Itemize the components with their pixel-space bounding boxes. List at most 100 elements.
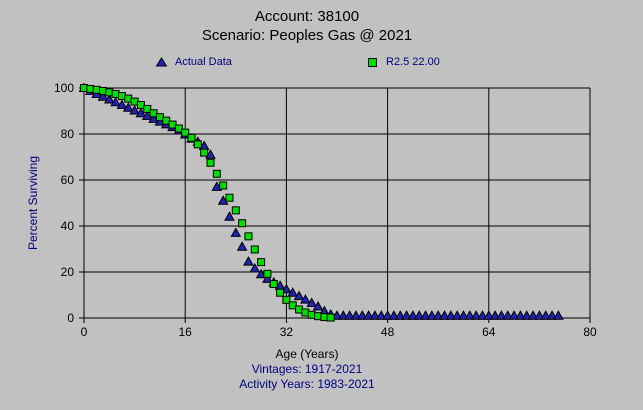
x-tick-label: 48 bbox=[380, 325, 395, 339]
curve-point bbox=[181, 128, 190, 137]
curve-point bbox=[187, 133, 196, 142]
y-tick-label: 0 bbox=[67, 311, 74, 325]
actual-data-point bbox=[521, 310, 533, 320]
actual-data-point bbox=[534, 310, 545, 320]
actual-data-point bbox=[413, 310, 425, 320]
legend-entry-r25: R2.5 22.00 bbox=[367, 56, 440, 68]
x-tick-label: 32 bbox=[279, 325, 294, 339]
legend-label-actual-data: Actual Data bbox=[175, 56, 232, 68]
y-tick-label: 100 bbox=[53, 81, 74, 95]
curve-point bbox=[193, 140, 202, 149]
actual-data-point bbox=[97, 91, 109, 101]
actual-data-point bbox=[287, 287, 299, 297]
actual-data-point bbox=[122, 102, 134, 112]
curve-point bbox=[276, 288, 285, 297]
actual-data-point bbox=[369, 310, 381, 320]
y-tick-label: 40 bbox=[60, 219, 74, 233]
actual-data-point bbox=[236, 241, 248, 251]
actual-data-point bbox=[249, 263, 261, 273]
actual-data-point bbox=[432, 310, 444, 320]
actual-data-point bbox=[445, 310, 457, 320]
actual-data-point bbox=[515, 310, 526, 320]
curve-point bbox=[244, 232, 253, 241]
actual-data-point bbox=[230, 227, 242, 237]
actual-data-point bbox=[255, 268, 267, 279]
actual-data-point bbox=[420, 310, 431, 320]
actual-data-point bbox=[489, 310, 501, 320]
curve-point bbox=[250, 245, 259, 254]
legend-entry-actual-data: Actual Data bbox=[156, 56, 232, 68]
actual-data-point bbox=[148, 113, 159, 123]
actual-data-point bbox=[116, 99, 128, 110]
actual-data-point bbox=[356, 310, 368, 320]
actual-data-point bbox=[546, 310, 558, 320]
y-tick-label: 20 bbox=[60, 265, 74, 279]
actual-data-point bbox=[527, 310, 539, 320]
actual-data-point bbox=[477, 310, 488, 320]
actual-data-point bbox=[464, 310, 476, 320]
curve-point bbox=[326, 313, 335, 322]
curve-point bbox=[269, 279, 278, 288]
chart-title-scenario: Scenario: Peoples Gas @ 2021 bbox=[201, 27, 413, 44]
vintages-label: Vintages: 1917-2021 bbox=[251, 362, 363, 376]
actual-data-point bbox=[331, 310, 343, 320]
curve-point bbox=[231, 206, 240, 215]
x-axis-title: Age (Years) bbox=[275, 347, 339, 361]
actual-data-point bbox=[382, 310, 393, 320]
actual-data-point bbox=[300, 294, 311, 304]
legend-triangle-shape bbox=[156, 57, 167, 67]
actual-data-point bbox=[293, 290, 305, 301]
actual-data-point bbox=[129, 105, 140, 115]
actual-data-point bbox=[306, 297, 318, 308]
actual-data-point bbox=[388, 310, 400, 320]
curve-point bbox=[288, 301, 297, 310]
x-tick-label: 64 bbox=[482, 325, 496, 339]
actual-data-point bbox=[217, 195, 229, 205]
actual-data-point bbox=[553, 310, 564, 320]
actual-data-point bbox=[363, 310, 374, 320]
actual-data-point bbox=[205, 149, 216, 159]
actual-data-point bbox=[502, 310, 514, 320]
x-tick-label: 16 bbox=[178, 325, 192, 339]
curve-point bbox=[257, 258, 266, 267]
actual-data-point bbox=[451, 310, 463, 320]
actual-data-point bbox=[375, 310, 387, 320]
actual-data-point bbox=[394, 310, 406, 320]
actual-data-point bbox=[426, 310, 438, 320]
actual-data-point bbox=[540, 310, 552, 320]
curve-point bbox=[200, 148, 209, 157]
actual-data-point bbox=[407, 310, 419, 320]
y-tick-label: 60 bbox=[60, 173, 74, 187]
actual-data-point bbox=[224, 211, 235, 221]
activity-years-label: Activity Years: 1983-2021 bbox=[239, 377, 375, 391]
legend-square-shape bbox=[368, 58, 377, 67]
curve-point bbox=[263, 269, 272, 278]
actual-data-point bbox=[141, 110, 153, 121]
actual-data-point bbox=[458, 310, 469, 320]
actual-data-point bbox=[401, 310, 412, 320]
actual-data-point bbox=[281, 283, 292, 294]
actual-data-point bbox=[135, 107, 147, 118]
actual-data-point bbox=[110, 96, 121, 107]
curve-point bbox=[238, 219, 247, 228]
y-tick-label: 80 bbox=[60, 127, 74, 141]
x-tick-label: 80 bbox=[583, 325, 597, 339]
curve-point bbox=[225, 193, 234, 202]
actual-data-point bbox=[243, 256, 254, 266]
actual-data-point bbox=[508, 310, 520, 320]
square-marker-icon bbox=[368, 58, 377, 67]
actual-data-point bbox=[496, 310, 507, 320]
actual-data-point bbox=[483, 310, 495, 320]
actual-data-point bbox=[337, 310, 349, 320]
x-tick-label: 0 bbox=[80, 325, 88, 339]
actual-data-point bbox=[470, 310, 482, 320]
chart-title-account: Account: 38100 bbox=[254, 8, 360, 25]
actual-data-point bbox=[350, 310, 362, 320]
curve-point bbox=[143, 104, 152, 113]
actual-data-point bbox=[439, 310, 450, 320]
actual-data-point bbox=[344, 310, 356, 320]
triangle-marker-icon bbox=[156, 57, 167, 67]
curve-point bbox=[282, 295, 291, 304]
